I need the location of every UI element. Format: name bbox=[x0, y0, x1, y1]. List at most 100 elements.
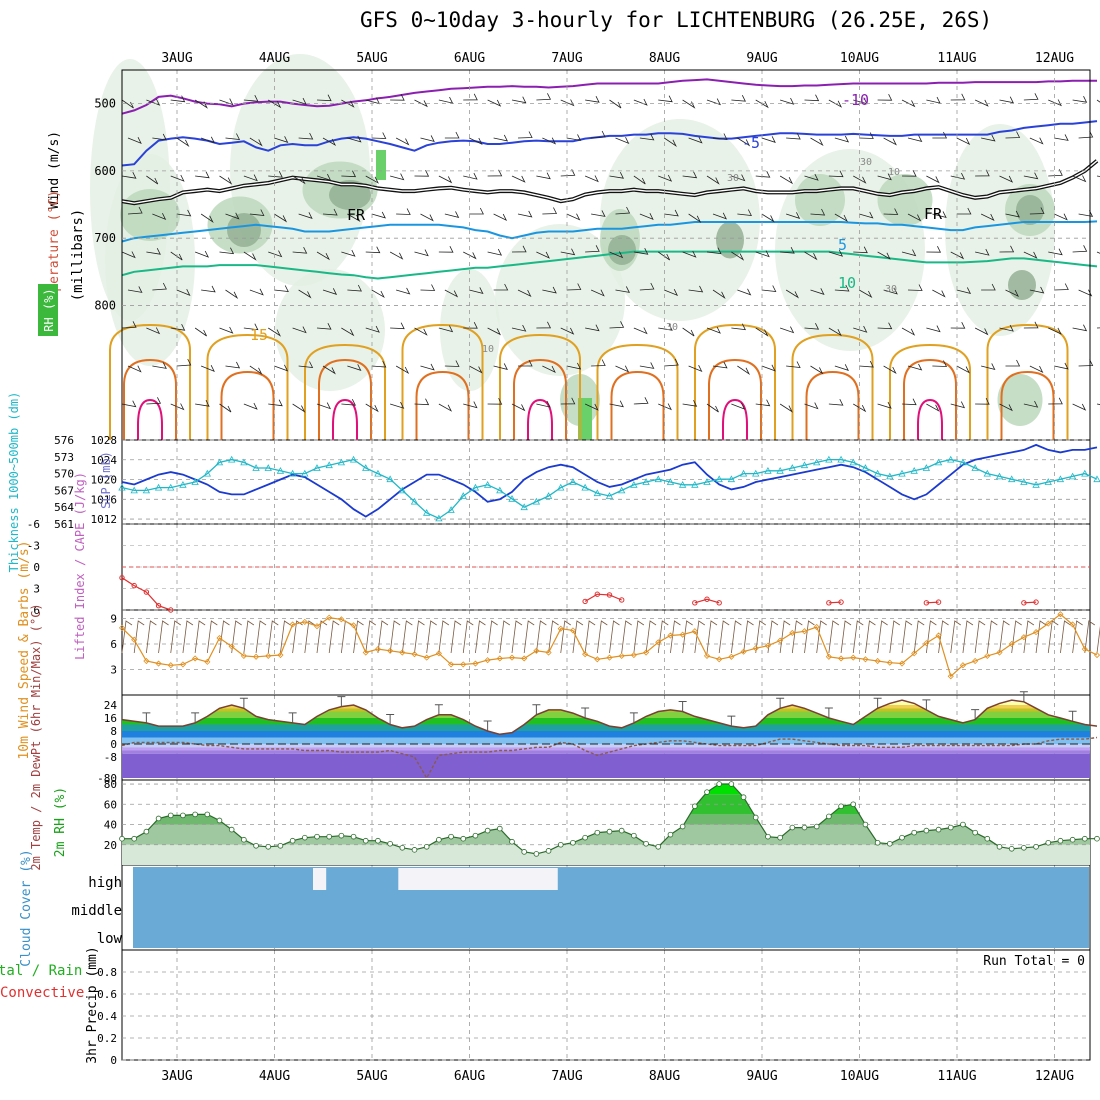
thickness-marker bbox=[1068, 472, 1077, 480]
lifted-index-point bbox=[838, 599, 844, 605]
wind-speed-point bbox=[972, 657, 979, 665]
temp-label: -10 bbox=[842, 91, 869, 109]
rh-band bbox=[122, 824, 1090, 845]
thickness-marker bbox=[1008, 475, 1016, 483]
wind-barb bbox=[591, 130, 606, 139]
thickness-marker bbox=[605, 492, 614, 499]
wind-speed-point bbox=[642, 649, 650, 656]
wind-speed-point bbox=[423, 654, 430, 661]
wind-barb bbox=[1029, 137, 1044, 145]
wind-barb bbox=[1096, 625, 1100, 654]
wind-barb bbox=[834, 284, 850, 292]
wind-barb bbox=[194, 620, 206, 654]
wind-speed-point bbox=[533, 647, 540, 654]
wind-barb bbox=[1048, 99, 1062, 107]
rh-blob bbox=[600, 119, 760, 321]
wind-barb bbox=[974, 620, 986, 654]
wind-barb bbox=[200, 136, 216, 144]
thickness-marker bbox=[228, 455, 236, 463]
thickness-marker bbox=[581, 483, 589, 491]
wind-barb bbox=[615, 286, 631, 293]
temp-range-bar bbox=[239, 697, 248, 709]
wind-speed-point bbox=[387, 647, 394, 654]
wind-barb bbox=[828, 99, 843, 108]
rh-blob bbox=[997, 374, 1043, 426]
wind-speed-point bbox=[850, 654, 857, 661]
y-tick-label: 6 bbox=[110, 638, 117, 651]
thickness-marker bbox=[1093, 475, 1100, 483]
cloud-cell-high bbox=[459, 868, 473, 890]
y-tick-label: 570 bbox=[54, 468, 74, 481]
wind-barb bbox=[322, 365, 336, 375]
wind-barb bbox=[536, 321, 552, 329]
wind-barb bbox=[779, 175, 794, 185]
thickness-marker bbox=[349, 455, 358, 463]
temp-range-bar bbox=[288, 712, 297, 723]
wind-speed-point bbox=[435, 650, 442, 657]
wind-barb bbox=[328, 620, 340, 654]
wind-barb bbox=[828, 327, 842, 337]
wind-barb bbox=[121, 321, 137, 329]
wind-barb bbox=[444, 360, 460, 367]
x-tick-label-top: 4AUG bbox=[259, 51, 290, 66]
wind-barb bbox=[810, 365, 824, 375]
wind-speed-point bbox=[825, 653, 832, 660]
wind-speed-point bbox=[240, 652, 247, 659]
wind-barb bbox=[268, 399, 283, 407]
axis-label: RH (%) bbox=[42, 288, 56, 331]
x-tick-label-top: 8AUG bbox=[649, 51, 680, 66]
wind-speed-point bbox=[216, 634, 223, 642]
temp-range-bar bbox=[971, 709, 980, 720]
rh-point bbox=[265, 843, 272, 850]
wind-speed-point bbox=[1045, 620, 1052, 627]
x-tick-label-top: 3AUG bbox=[161, 51, 192, 66]
thickness-marker bbox=[532, 497, 541, 505]
chart-title: GFS 0~10day 3-hourly for LICHTENBURG (26… bbox=[360, 8, 993, 32]
wind-barb bbox=[1054, 283, 1069, 291]
wind-barb bbox=[444, 289, 459, 298]
wind-barb bbox=[706, 326, 721, 334]
rh-legend-swatch bbox=[38, 284, 58, 336]
wind-barb bbox=[664, 358, 679, 367]
thickness-marker bbox=[325, 461, 333, 469]
thickness-marker bbox=[800, 461, 809, 469]
wind-barb bbox=[249, 288, 264, 296]
rh-point bbox=[704, 789, 710, 795]
wind-barb bbox=[146, 98, 161, 106]
rh-point bbox=[460, 835, 467, 842]
lifted-index-line bbox=[121, 577, 171, 611]
lifted-index-point bbox=[923, 600, 930, 606]
wind-barb bbox=[121, 400, 137, 408]
wind-barb bbox=[981, 134, 996, 142]
axis-label: Lifted Index / CAPE (J/kg) bbox=[73, 472, 87, 660]
wind-speed-point bbox=[837, 655, 845, 662]
thickness-marker bbox=[898, 469, 906, 477]
rh-point bbox=[167, 812, 174, 819]
wind-barb bbox=[755, 327, 769, 337]
wind-barb bbox=[926, 325, 941, 333]
warm-arch bbox=[805, 370, 860, 440]
wind-barb bbox=[560, 327, 575, 335]
rh-bands bbox=[122, 784, 1090, 865]
x-tick-label-top: 11AUG bbox=[937, 51, 976, 66]
wind-barb bbox=[786, 212, 801, 219]
wind-barb bbox=[493, 283, 509, 291]
wind-barb bbox=[292, 247, 308, 254]
wind-barb bbox=[907, 135, 923, 142]
rh-point bbox=[606, 828, 613, 835]
wind-barb bbox=[834, 364, 849, 371]
thickness-marker bbox=[678, 480, 687, 488]
rh-shading bbox=[90, 54, 1055, 426]
thickness-marker bbox=[618, 486, 626, 494]
wind-barb bbox=[347, 284, 362, 292]
wind-barb bbox=[901, 327, 916, 336]
rh-point bbox=[716, 781, 722, 787]
wind-barb bbox=[182, 620, 194, 654]
thickness-marker bbox=[739, 469, 748, 477]
wind-barb bbox=[243, 620, 255, 654]
rh-point bbox=[667, 831, 674, 838]
rh-point bbox=[484, 827, 491, 834]
y-tick-label: -3 bbox=[27, 540, 40, 553]
wind-barb bbox=[755, 620, 766, 654]
wind-barb bbox=[889, 620, 901, 654]
